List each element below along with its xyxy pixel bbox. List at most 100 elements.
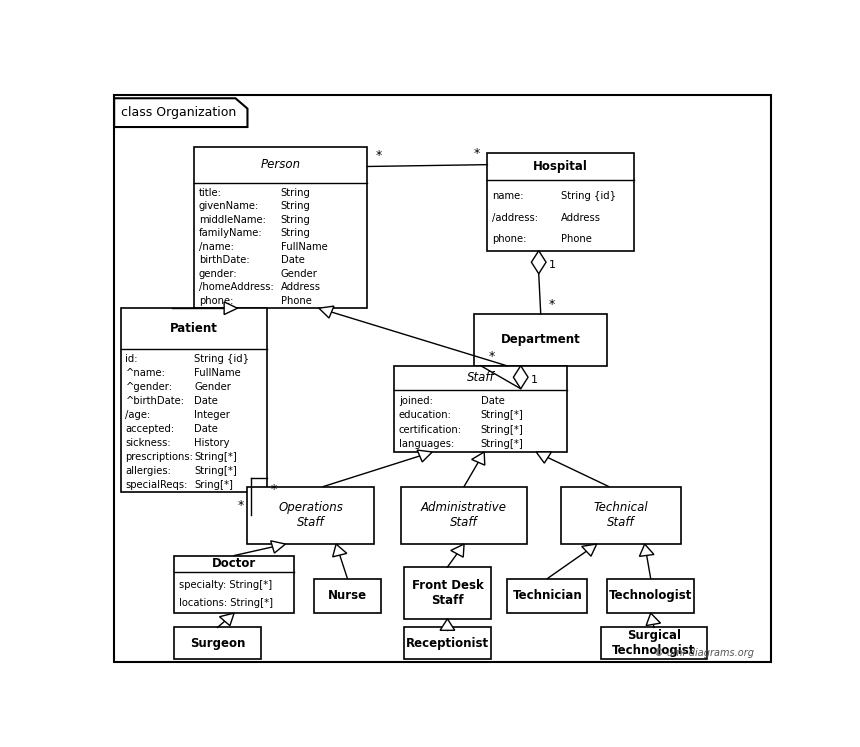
Text: Date: Date (194, 396, 218, 406)
Polygon shape (224, 302, 237, 314)
Text: String[*]: String[*] (481, 424, 524, 435)
FancyBboxPatch shape (314, 578, 381, 613)
Text: Date: Date (194, 424, 218, 434)
Text: String: String (280, 214, 310, 225)
Text: /address:: /address: (492, 213, 538, 223)
Text: String[*]: String[*] (481, 410, 524, 420)
Text: Date: Date (280, 255, 304, 265)
Text: Administrative
Staff: Administrative Staff (421, 501, 507, 530)
FancyBboxPatch shape (394, 366, 568, 452)
Text: History: History (194, 438, 230, 447)
Text: Staff: Staff (467, 371, 494, 384)
Text: Surgeon: Surgeon (190, 636, 245, 650)
Text: *: * (488, 350, 495, 363)
Text: String[*]: String[*] (194, 452, 237, 462)
Text: © uml-diagrams.org: © uml-diagrams.org (654, 648, 754, 658)
FancyBboxPatch shape (488, 153, 634, 251)
Text: /age:: /age: (126, 410, 150, 420)
Text: Doctor: Doctor (212, 557, 256, 570)
Text: *: * (473, 147, 479, 160)
Text: prescriptions:: prescriptions: (126, 452, 194, 462)
Text: String[*]: String[*] (194, 465, 237, 476)
Text: Patient: Patient (170, 322, 218, 335)
FancyBboxPatch shape (248, 486, 374, 544)
Text: birthDate:: birthDate: (199, 255, 249, 265)
Text: Integer: Integer (194, 410, 230, 420)
Text: *: * (271, 483, 277, 496)
Text: *: * (376, 149, 382, 162)
Text: ^birthDate:: ^birthDate: (126, 396, 185, 406)
Polygon shape (536, 452, 551, 463)
Text: Operations
Staff: Operations Staff (279, 501, 343, 530)
Text: FullName: FullName (194, 368, 241, 378)
Polygon shape (531, 251, 546, 273)
Polygon shape (319, 306, 334, 318)
Text: Hospital: Hospital (533, 160, 588, 173)
Text: ^gender:: ^gender: (126, 382, 173, 392)
Text: specialty: String[*]: specialty: String[*] (179, 580, 272, 590)
Polygon shape (417, 450, 433, 462)
Text: Sring[*]: Sring[*] (194, 480, 233, 489)
Text: /name:: /name: (199, 242, 234, 252)
Text: Date: Date (481, 396, 505, 406)
Text: String: String (280, 229, 310, 238)
Text: /homeAddress:: /homeAddress: (199, 282, 273, 292)
FancyBboxPatch shape (120, 309, 267, 492)
Polygon shape (271, 541, 286, 553)
Text: *: * (549, 298, 555, 311)
Text: phone:: phone: (199, 296, 233, 306)
Text: Gender: Gender (280, 269, 317, 279)
FancyBboxPatch shape (401, 486, 527, 544)
Text: String {id}: String {id} (561, 191, 616, 201)
Text: String[*]: String[*] (481, 439, 524, 449)
FancyBboxPatch shape (174, 627, 261, 659)
Text: specialReqs:: specialReqs: (126, 480, 187, 489)
Text: education:: education: (399, 410, 452, 420)
Text: Nurse: Nurse (328, 589, 367, 602)
Text: 1: 1 (549, 260, 556, 270)
Text: Technician: Technician (513, 589, 582, 602)
Text: id:: id: (126, 354, 138, 364)
Text: certification:: certification: (399, 424, 462, 435)
Text: title:: title: (199, 187, 222, 198)
FancyBboxPatch shape (194, 147, 367, 309)
FancyBboxPatch shape (561, 486, 681, 544)
Text: Front Desk
Staff: Front Desk Staff (412, 579, 483, 607)
Text: allergies:: allergies: (126, 465, 171, 476)
Polygon shape (513, 366, 528, 388)
Text: phone:: phone: (492, 234, 526, 244)
FancyBboxPatch shape (404, 567, 491, 619)
Text: Department: Department (501, 333, 580, 347)
Text: Technologist: Technologist (609, 589, 692, 602)
Text: Address: Address (561, 213, 601, 223)
Polygon shape (219, 613, 234, 626)
FancyBboxPatch shape (607, 578, 694, 613)
Polygon shape (646, 613, 660, 625)
FancyBboxPatch shape (404, 627, 491, 659)
Text: sickness:: sickness: (126, 438, 171, 447)
FancyBboxPatch shape (474, 314, 607, 366)
Polygon shape (440, 619, 455, 630)
Text: joined:: joined: (399, 396, 433, 406)
FancyBboxPatch shape (507, 578, 587, 613)
Polygon shape (333, 544, 347, 557)
Text: class Organization: class Organization (120, 106, 236, 120)
Text: locations: String[*]: locations: String[*] (179, 598, 273, 608)
Text: givenName:: givenName: (199, 201, 259, 211)
Text: Phone: Phone (280, 296, 311, 306)
Text: accepted:: accepted: (126, 424, 175, 434)
Text: String: String (280, 201, 310, 211)
Text: gender:: gender: (199, 269, 237, 279)
Polygon shape (451, 544, 464, 557)
Text: String: String (280, 187, 310, 198)
Text: FullName: FullName (280, 242, 328, 252)
Text: name:: name: (492, 191, 524, 201)
Text: String {id}: String {id} (194, 354, 249, 364)
Text: languages:: languages: (399, 439, 454, 449)
Text: Receptionist: Receptionist (406, 636, 489, 650)
Polygon shape (640, 544, 654, 557)
Polygon shape (471, 452, 485, 465)
Text: 1: 1 (531, 375, 538, 385)
FancyBboxPatch shape (600, 627, 707, 659)
Text: Technical
Staff: Technical Staff (593, 501, 648, 530)
